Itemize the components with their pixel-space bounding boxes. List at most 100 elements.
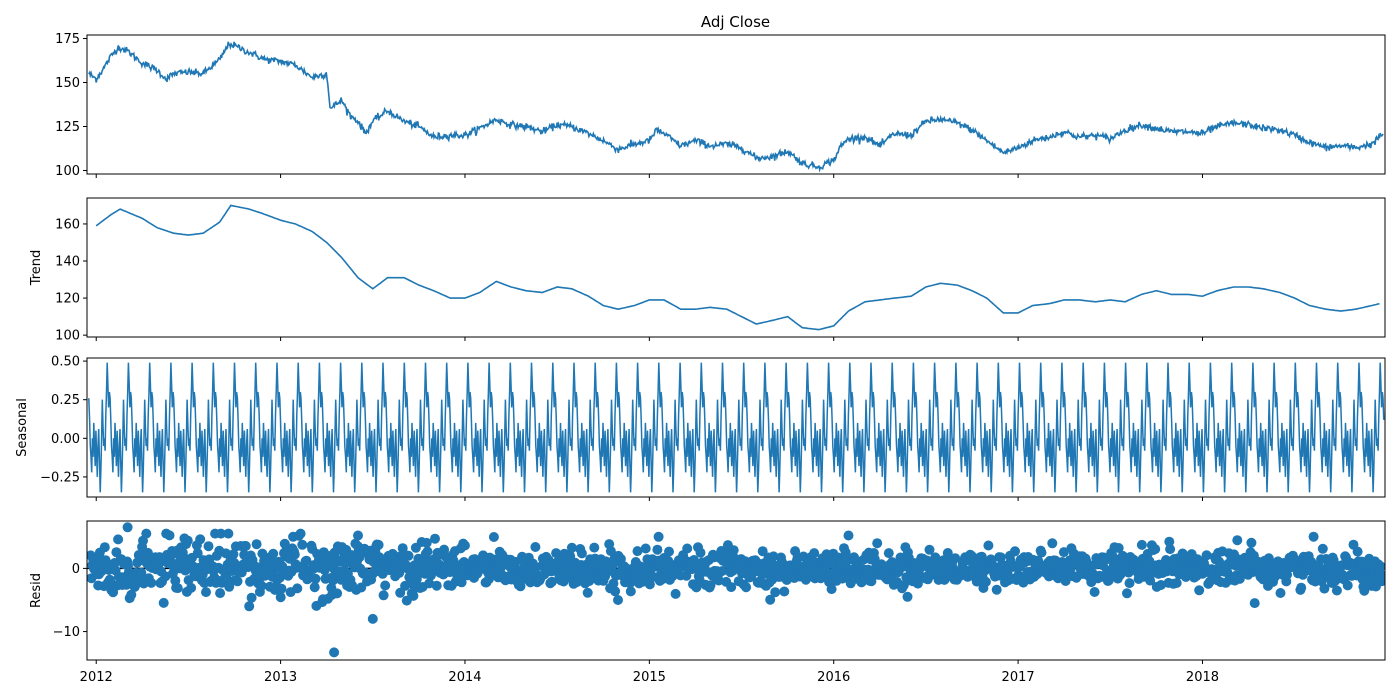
resid-point [781, 575, 792, 585]
resid-point [757, 546, 768, 557]
resid-point [610, 586, 621, 597]
resid-point [301, 555, 312, 566]
resid-point [223, 528, 234, 539]
resid-point [164, 530, 175, 541]
resid-point [950, 553, 961, 564]
panel-resid: −10 0 2012 2013 2014 2015 2016 2017 2018 Resid [29, 520, 1386, 685]
resid-point [256, 580, 267, 591]
resid-point [1296, 582, 1307, 593]
y-tick-label: 125 [55, 120, 80, 135]
resid-point [883, 548, 894, 559]
resid-point [146, 577, 157, 588]
resid-point [1156, 580, 1166, 590]
resid-point [1136, 539, 1147, 550]
y-axis-label: Trend [29, 250, 44, 287]
y-tick-label: 100 [55, 164, 80, 179]
resid-point [1164, 536, 1175, 547]
resid-point [126, 589, 137, 600]
resid-point [203, 541, 214, 552]
resid-point [310, 573, 321, 584]
resid-point [682, 543, 693, 554]
resid-point [186, 582, 197, 593]
panel-trend: 100 120 140 160 Trend [29, 197, 1386, 344]
resid-point [1089, 587, 1100, 597]
resid-point [717, 566, 728, 577]
resid-point [843, 530, 854, 541]
resid-point [768, 551, 779, 562]
y-tick-label: 175 [55, 32, 80, 47]
resid-point [632, 546, 643, 557]
axes-frame [86, 357, 1386, 498]
resid-point [515, 581, 526, 592]
y-tick-label: 0 [72, 562, 80, 577]
resid-point [765, 594, 776, 605]
resid-point [1113, 543, 1124, 553]
resid-point [1010, 546, 1020, 557]
resid-point [872, 538, 883, 549]
resid-point [276, 583, 287, 594]
resid-point [289, 549, 300, 560]
resid-point [158, 597, 169, 608]
resid-point [530, 542, 541, 552]
resid-point [232, 576, 243, 587]
y-tick-label: 0.00 [51, 432, 80, 447]
resid-point [246, 592, 257, 603]
resid-point [1047, 538, 1058, 549]
resid-point [403, 550, 414, 561]
resid-point [1124, 578, 1135, 589]
resid-point [1150, 544, 1161, 555]
resid-point [695, 547, 706, 558]
plot-area [87, 522, 1385, 658]
y-axis-label: Resid [29, 573, 44, 608]
figure-title: Adj Close [701, 13, 770, 31]
resid-point [983, 540, 994, 551]
resid-point [195, 534, 206, 545]
resid-point [840, 547, 851, 558]
resid-point [571, 577, 582, 588]
resid-point [613, 595, 623, 605]
resid-point [251, 539, 262, 550]
resid-point [1122, 588, 1132, 599]
resid-point [367, 613, 378, 624]
x-tick-label: 2015 [633, 670, 666, 685]
resid-point [582, 587, 593, 598]
resid-point [898, 580, 909, 591]
y-tick-label: 0.25 [51, 393, 80, 408]
resid-point [589, 542, 600, 553]
resid-point [201, 587, 211, 598]
resid-point [980, 576, 991, 587]
resid-point [483, 574, 494, 585]
resid-point [295, 528, 306, 539]
resid-point [1249, 598, 1260, 609]
resid-point [394, 567, 405, 578]
resid-point [576, 548, 587, 559]
y-tick-label: 140 [55, 255, 80, 270]
axes-frame [86, 34, 1386, 175]
y-tick-label: −0.25 [40, 470, 80, 485]
resid-point [1352, 546, 1363, 557]
resid-point [332, 588, 343, 599]
y-tick-label: 150 [55, 76, 80, 91]
resid-point [421, 537, 432, 548]
resid-point [566, 542, 577, 553]
x-tick-label: 2016 [817, 670, 850, 685]
resid-point [1165, 544, 1176, 555]
resid-point [373, 539, 384, 550]
resid-point [1375, 561, 1385, 572]
resid-point [99, 542, 110, 553]
resid-point [1275, 588, 1286, 598]
resid-point [275, 592, 286, 603]
resid-point [608, 578, 619, 589]
resid-point [1171, 578, 1182, 588]
resid-point [924, 544, 935, 555]
resid-point [902, 591, 913, 602]
adj-close-line [88, 41, 1384, 173]
resid-point [625, 586, 636, 597]
resid-point [741, 582, 752, 593]
resid-point [192, 548, 203, 559]
resid-point [244, 601, 255, 612]
plot-area [88, 41, 1384, 173]
resid-point [1036, 547, 1047, 558]
resid-point [456, 577, 467, 588]
plot-area [95, 204, 1380, 331]
